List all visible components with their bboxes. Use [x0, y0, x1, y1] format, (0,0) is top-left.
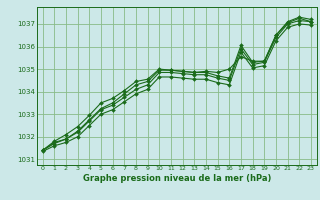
- X-axis label: Graphe pression niveau de la mer (hPa): Graphe pression niveau de la mer (hPa): [83, 174, 271, 183]
